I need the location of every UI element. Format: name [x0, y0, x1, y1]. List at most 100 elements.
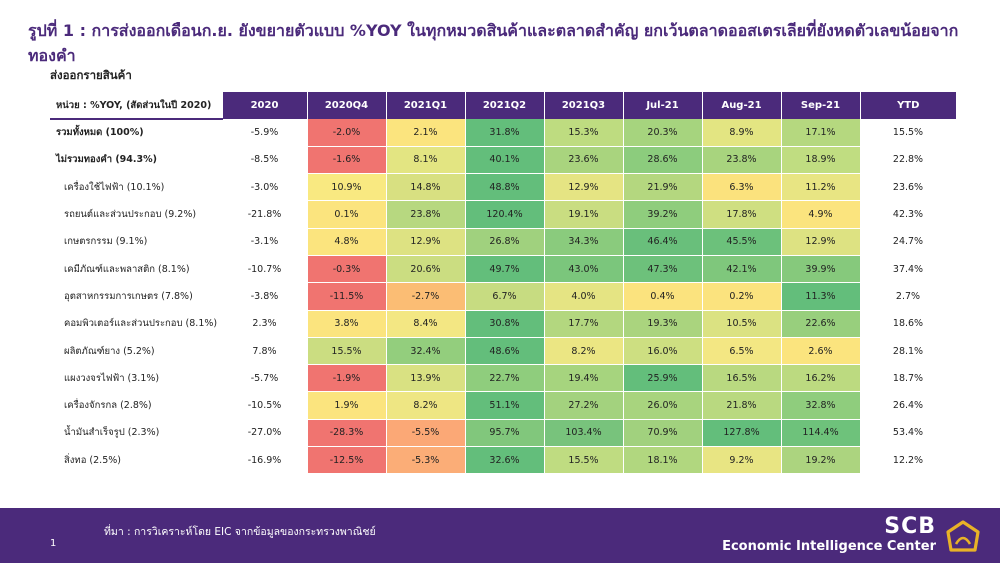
- table-cell: 2.6%: [781, 337, 861, 366]
- table-cell: 0.2%: [702, 282, 782, 311]
- table-cell: 15.5%: [544, 446, 624, 475]
- table-cell: 19.1%: [544, 200, 624, 229]
- table-cell: 27.2%: [544, 391, 624, 420]
- footer-bar: 1 ที่มา : การวิเคราะห์โดย EIC จากข้อมูลข…: [0, 508, 1000, 563]
- table-cell: 20.6%: [386, 255, 466, 284]
- table-cell: -3.1%: [222, 228, 308, 256]
- table-cell: -3.8%: [222, 282, 308, 311]
- table-cell: 26.8%: [465, 228, 545, 256]
- table-row: เครื่องใช้ไฟฟ้า (10.1%) -3.0% 10.9% 14.8% 48…: [50, 173, 957, 202]
- table-cell: 26.0%: [623, 391, 703, 420]
- table-cell: 12.9%: [781, 228, 861, 256]
- column-header: 2020Q4: [307, 92, 387, 119]
- row-label: ผลิตภัณฑ์ยาง (5.2%): [50, 337, 223, 366]
- table-cell: 32.8%: [781, 391, 861, 420]
- table-row: เกษตรกรรม (9.1%) -3.1% 4.8% 12.9% 26.8% 34.3%…: [50, 228, 957, 256]
- table-cell: 6.5%: [702, 337, 782, 366]
- table-cell: 42.1%: [702, 255, 782, 284]
- table-cell: 32.4%: [386, 337, 466, 366]
- brand-unit: Economic Intelligence Center: [722, 539, 936, 554]
- table-cell: 34.3%: [544, 228, 624, 256]
- table-cell: 4.9%: [781, 200, 861, 229]
- table-cell: 49.7%: [465, 255, 545, 284]
- table-cell: 9.2%: [702, 446, 782, 475]
- table-cell: 28.1%: [860, 337, 957, 366]
- table-cell: -12.5%: [307, 446, 387, 475]
- row-label: รวมทั้งหมด (100%): [50, 119, 223, 147]
- table-cell: 47.3%: [623, 255, 703, 284]
- table-cell: 39.9%: [781, 255, 861, 284]
- table-cell: 25.9%: [623, 364, 703, 393]
- table-cell: -27.0%: [222, 419, 308, 448]
- table-row: ไม่รวมทองคำ (94.3%) -8.5% -1.6% 8.1% 40.1% 23…: [50, 146, 957, 175]
- table-cell: 21.9%: [623, 173, 703, 202]
- table-row: แผงวงจรไฟฟ้า (3.1%) -5.7% -1.9% 13.9% 22.7% 1…: [50, 364, 957, 393]
- table-cell: -28.3%: [307, 419, 387, 448]
- table-cell: 53.4%: [860, 419, 957, 448]
- row-label: อุตสาหกรรมการเกษตร (7.8%): [50, 282, 223, 311]
- table-cell: 8.4%: [386, 310, 466, 338]
- column-header: Jul-21: [623, 92, 703, 119]
- table-cell: 15.5%: [307, 337, 387, 366]
- table-cell: 18.9%: [781, 146, 861, 175]
- table-cell: 3.8%: [307, 310, 387, 338]
- table-cell: -2.7%: [386, 282, 466, 311]
- table-cell: 20.3%: [623, 119, 703, 147]
- table-cell: 10.9%: [307, 173, 387, 202]
- row-label: เกษตรกรรม (9.1%): [50, 228, 223, 256]
- table-cell: 40.1%: [465, 146, 545, 175]
- table-cell: 0.4%: [623, 282, 703, 311]
- table-cell: 15.5%: [860, 119, 957, 147]
- table-cell: 22.8%: [860, 146, 957, 175]
- table-cell: 22.7%: [465, 364, 545, 393]
- table-cell: -10.7%: [222, 255, 308, 284]
- table-cell: 31.8%: [465, 119, 545, 147]
- table-cell: 70.9%: [623, 419, 703, 448]
- table-row: ผลิตภัณฑ์ยาง (5.2%) 7.8% 15.5% 32.4% 48.6% 8.…: [50, 337, 957, 366]
- table-cell: 48.6%: [465, 337, 545, 366]
- table-cell: -1.9%: [307, 364, 387, 393]
- column-header: 2021Q1: [386, 92, 466, 119]
- table-cell: 4.0%: [544, 282, 624, 311]
- column-header: YTD: [860, 92, 956, 119]
- table-cell: 19.2%: [781, 446, 861, 475]
- source-note: ที่มา : การวิเคราะห์โดย EIC จากข้อมูลของ…: [104, 526, 376, 538]
- row-label: แผงวงจรไฟฟ้า (3.1%): [50, 364, 223, 393]
- table-cell: 14.8%: [386, 173, 466, 202]
- table-cell: 23.8%: [702, 146, 782, 175]
- table-cell: 8.2%: [386, 391, 466, 420]
- row-label: สิ่งทอ (2.5%): [50, 446, 223, 475]
- table-row: เครื่องจักรกล (2.8%) -10.5% 1.9% 8.2% 51.1% 2…: [50, 391, 957, 420]
- row-label: คอมพิวเตอร์และส่วนประกอบ (8.1%): [50, 310, 223, 338]
- table-cell: 10.5%: [702, 310, 782, 338]
- table-cell: 120.4%: [465, 200, 545, 229]
- column-header: 2020: [222, 92, 308, 119]
- table-cell: 127.8%: [702, 419, 782, 448]
- table-cell: 37.4%: [860, 255, 957, 284]
- table-cell: 46.4%: [623, 228, 703, 256]
- table-cell: 95.7%: [465, 419, 545, 448]
- table-cell: 19.4%: [544, 364, 624, 393]
- table-cell: 114.4%: [781, 419, 861, 448]
- table-cell: 39.2%: [623, 200, 703, 229]
- table-cell: 16.2%: [781, 364, 861, 393]
- table-cell: 12.9%: [386, 228, 466, 256]
- table-cell: -5.9%: [222, 119, 308, 147]
- table-row: รวมทั้งหมด (100%) -5.9% -2.0% 2.1% 31.8% 15.3…: [50, 119, 957, 147]
- table-cell: 42.3%: [860, 200, 957, 229]
- table-cell: -5.7%: [222, 364, 308, 393]
- table-cell: 16.5%: [702, 364, 782, 393]
- page-number: 1: [50, 538, 57, 549]
- table-cell: 4.8%: [307, 228, 387, 256]
- table-cell: 43.0%: [544, 255, 624, 284]
- table-cell: 26.4%: [860, 391, 957, 420]
- table-cell: 8.9%: [702, 119, 782, 147]
- table-cell: 45.5%: [702, 228, 782, 256]
- table-cell: 6.7%: [465, 282, 545, 311]
- table-cell: 24.7%: [860, 228, 957, 256]
- row-label: ไม่รวมทองคำ (94.3%): [50, 146, 223, 175]
- table-cell: 22.6%: [781, 310, 861, 338]
- table-cell: 51.1%: [465, 391, 545, 420]
- table-cell: 32.6%: [465, 446, 545, 475]
- scb-logo-icon: [946, 520, 980, 552]
